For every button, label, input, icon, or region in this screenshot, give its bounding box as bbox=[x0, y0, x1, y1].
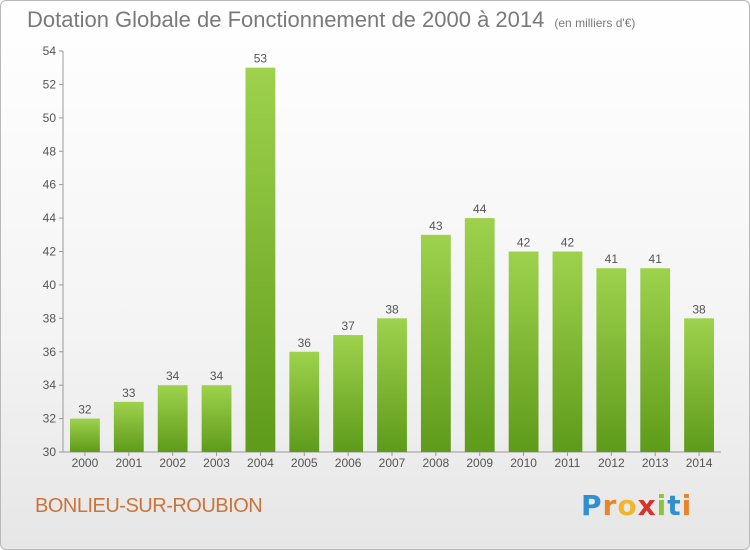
axes: 30 32 34 36 38 40 42 44 46 48 50 52 54 2000 2001 2002 20… bbox=[43, 44, 721, 470]
bar bbox=[245, 67, 276, 452]
bar bbox=[684, 318, 714, 452]
x-tick-label: 2005 bbox=[291, 456, 318, 470]
x-tick-label: 2009 bbox=[466, 456, 493, 470]
x-tick-label: 2003 bbox=[203, 456, 230, 470]
x-tick-label: 2002 bbox=[159, 456, 186, 470]
x-tick-label: 2007 bbox=[379, 456, 406, 470]
y-tick-label: 44 bbox=[43, 211, 57, 225]
bar bbox=[113, 401, 144, 452]
logo-letter: r bbox=[602, 489, 618, 522]
x-tick-label: 2000 bbox=[72, 456, 99, 470]
bar bbox=[552, 251, 583, 452]
x-tick-label: 2012 bbox=[598, 456, 625, 470]
commune-name: BONLIEU-SUR-ROUBION bbox=[35, 495, 263, 517]
bar-value-label: 42 bbox=[517, 236, 531, 250]
bars: 32 33 34 34 53 36 37 38 43 44 42 42 41 41 38 bbox=[70, 52, 714, 452]
unit-note: (en milliers d'€) bbox=[554, 16, 636, 30]
bar-value-label: 53 bbox=[254, 52, 268, 66]
x-tick-label: 2008 bbox=[423, 456, 450, 470]
bar-value-label: 41 bbox=[605, 252, 619, 266]
bar bbox=[157, 385, 188, 452]
x-tick-label: 2006 bbox=[335, 456, 362, 470]
logo-letter: i bbox=[656, 489, 668, 522]
bar-value-label: 33 bbox=[122, 386, 136, 400]
bar bbox=[420, 234, 451, 452]
x-tick-label: 2011 bbox=[555, 456, 581, 470]
logo-letter: t bbox=[667, 489, 682, 522]
bar bbox=[70, 418, 100, 452]
bar-value-label: 36 bbox=[298, 336, 312, 350]
logo-letter: i bbox=[681, 489, 693, 522]
proxiti-logo: Proxiti bbox=[581, 489, 692, 522]
y-tick-label: 54 bbox=[43, 44, 57, 58]
bar bbox=[333, 335, 364, 452]
x-tick-label: 2014 bbox=[686, 456, 713, 470]
y-tick-label: 38 bbox=[43, 311, 57, 325]
bar bbox=[201, 385, 232, 452]
logo-letter: x bbox=[637, 489, 657, 522]
y-tick-label: 36 bbox=[43, 345, 57, 359]
bar-value-label: 37 bbox=[341, 319, 355, 333]
title-text: Dotation Globale de Fonctionnement de 20… bbox=[27, 7, 545, 32]
y-tick-label: 30 bbox=[43, 445, 57, 459]
y-tick-label: 34 bbox=[43, 378, 57, 392]
bar bbox=[464, 218, 495, 452]
bar bbox=[289, 351, 320, 452]
chart-title: Dotation Globale de Fonctionnement de 20… bbox=[27, 7, 635, 33]
bar-value-label: 41 bbox=[649, 252, 663, 266]
logo-letter: o bbox=[617, 489, 638, 522]
x-tick-label: 2004 bbox=[247, 456, 274, 470]
x-tick-label: 2013 bbox=[642, 456, 669, 470]
bar-value-label: 34 bbox=[166, 369, 180, 383]
bar-value-label: 44 bbox=[473, 202, 487, 216]
bar bbox=[377, 318, 407, 452]
bar-value-label: 32 bbox=[78, 403, 92, 417]
y-tick-label: 50 bbox=[43, 111, 57, 125]
bar-value-label: 38 bbox=[692, 302, 706, 316]
bar-value-label: 38 bbox=[385, 302, 399, 316]
x-tick-label: 2010 bbox=[510, 456, 537, 470]
x-tick-label: 2001 bbox=[115, 456, 142, 470]
y-tick-label: 42 bbox=[43, 245, 57, 259]
logo-letter: P bbox=[581, 489, 603, 522]
bar-value-label: 34 bbox=[210, 369, 224, 383]
y-tick-label: 52 bbox=[43, 77, 57, 91]
bar-value-label: 42 bbox=[561, 236, 575, 250]
y-tick-label: 40 bbox=[43, 278, 57, 292]
bar-value-label: 43 bbox=[429, 219, 443, 233]
bar bbox=[508, 251, 539, 452]
bar bbox=[596, 268, 627, 452]
y-tick-label: 46 bbox=[43, 178, 57, 192]
bar bbox=[640, 268, 671, 452]
y-tick-label: 32 bbox=[43, 412, 57, 426]
y-tick-label: 48 bbox=[43, 144, 57, 158]
